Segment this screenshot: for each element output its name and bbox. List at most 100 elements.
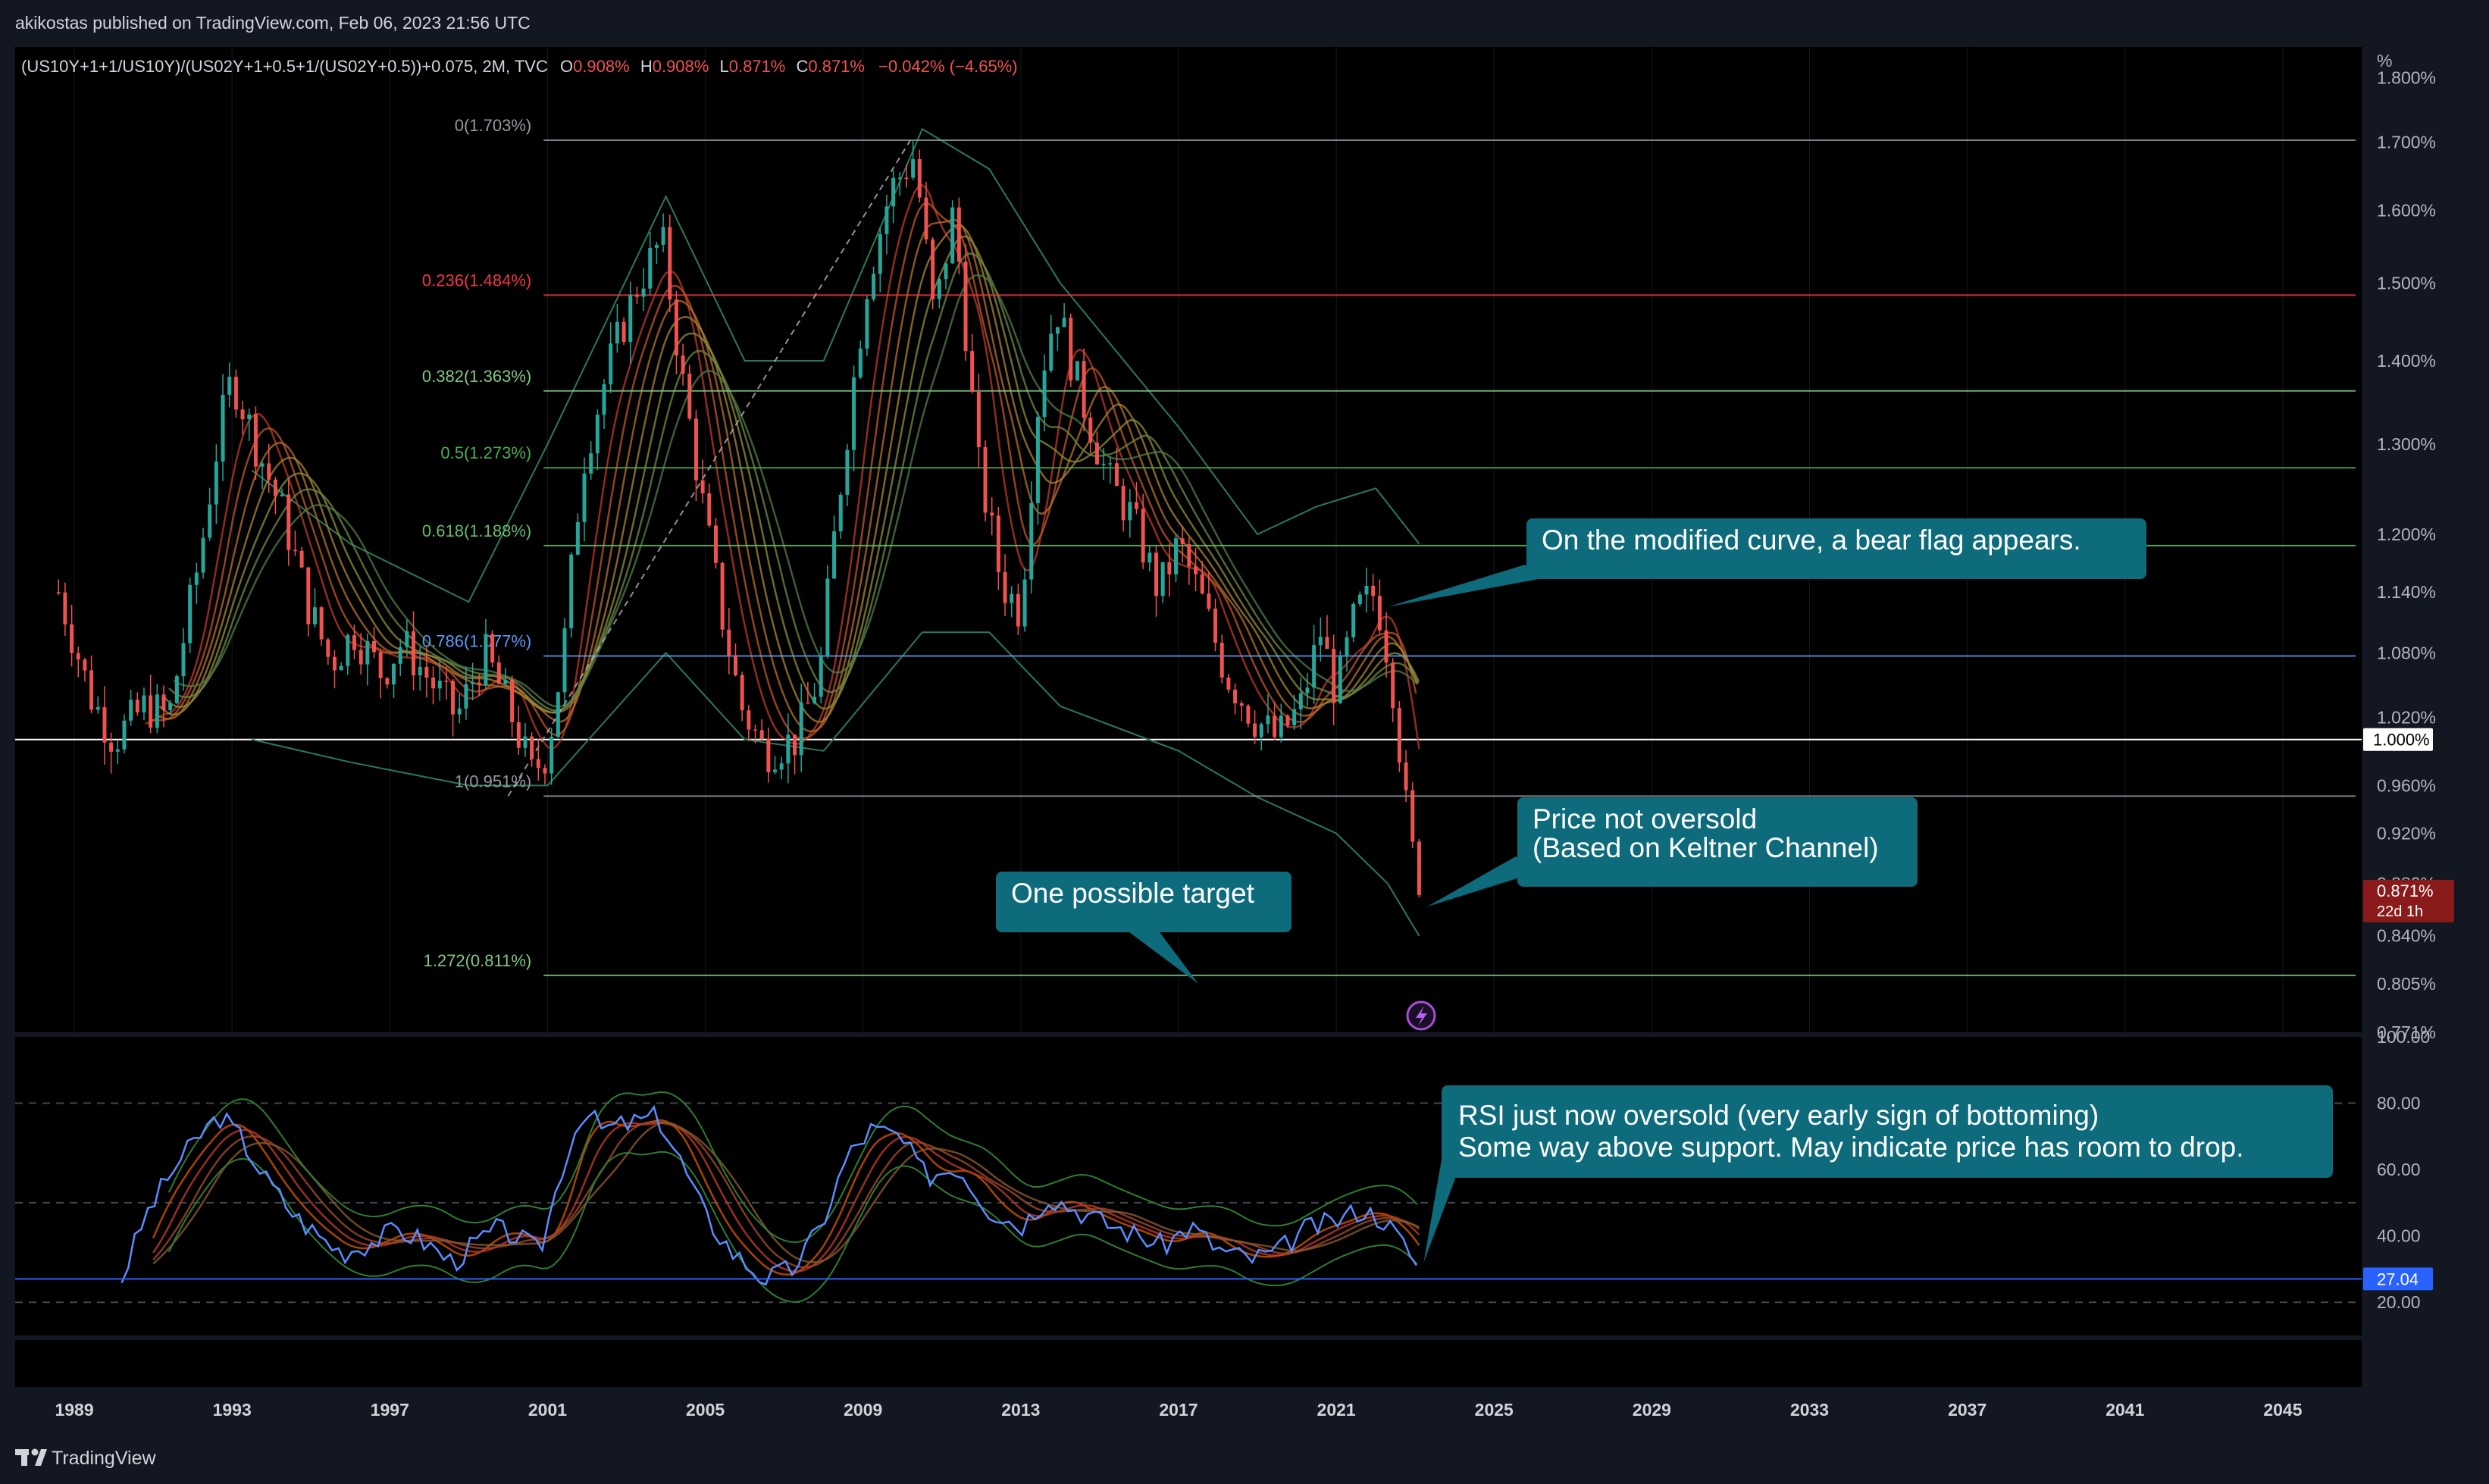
candle-body — [523, 736, 528, 748]
candle-body — [247, 414, 252, 420]
candle-body — [1213, 609, 1218, 643]
rsi-tick-label: 100.00 — [2377, 1027, 2430, 1047]
candle-body — [194, 572, 199, 585]
candle-body — [648, 247, 653, 289]
candle-body — [1022, 579, 1027, 627]
rsi-pane[interactable]: RSI just now oversold (very early sign o… — [15, 1037, 2362, 1335]
candle-body — [392, 663, 396, 685]
rsi-indicator — [15, 1091, 2362, 1304]
candle-body — [227, 377, 232, 395]
rsi-pane-bg — [15, 1037, 2362, 1335]
candle-body — [1384, 630, 1389, 663]
candle-body — [431, 677, 436, 689]
tradingview-logo[interactable]: TradingView — [15, 1448, 157, 1469]
candle-body — [1312, 645, 1317, 688]
callout-text: On the modified curve, a bear flag appea… — [1542, 524, 2081, 556]
candle-body — [365, 640, 370, 665]
candle-body — [332, 656, 337, 671]
candle-body — [1285, 715, 1290, 726]
candle-body — [129, 700, 133, 721]
candle-body — [267, 463, 271, 480]
candle-body — [496, 662, 501, 684]
candle-body — [76, 653, 80, 660]
candle-body — [819, 655, 823, 697]
candle-body — [1233, 689, 1238, 703]
candle-body — [1141, 509, 1145, 563]
price-tick-label: 1.400% — [2377, 351, 2436, 371]
price-tick-label: 0.771% — [2377, 1022, 2436, 1042]
last-price-label-bg — [2363, 879, 2454, 922]
brand-name: TradingView — [52, 1448, 157, 1469]
candle-body — [1318, 637, 1323, 646]
candle-body — [884, 206, 889, 234]
ma-line — [173, 274, 1417, 708]
candle-body — [378, 652, 383, 678]
candle-body — [996, 515, 1000, 572]
candle-body — [1174, 538, 1179, 575]
candle-body — [806, 702, 810, 704]
candle-body — [562, 628, 567, 693]
time-axis[interactable]: 1989 1993 1997 2001 2005 2009 2013 2017 2021 2025… — [55, 1400, 2302, 1420]
candle-body — [312, 607, 317, 625]
candle-body — [135, 700, 139, 712]
candle-body — [280, 494, 284, 496]
candle-body — [168, 703, 173, 710]
candle-body — [188, 584, 193, 643]
candle-body — [1259, 724, 1263, 737]
candle-body — [240, 409, 245, 420]
time-tick-label: 2005 — [686, 1400, 725, 1420]
candle-body — [1273, 715, 1277, 737]
candle-body — [1187, 543, 1191, 567]
candle-body — [674, 299, 678, 356]
candle-body — [793, 734, 797, 756]
candle-body — [273, 479, 277, 496]
candle-body — [398, 647, 402, 664]
candle-body — [1404, 762, 1408, 791]
candle-body — [1239, 703, 1244, 706]
candle-body — [1128, 502, 1132, 521]
time-tick-label: 2001 — [528, 1400, 567, 1420]
callout-box — [1526, 518, 2146, 579]
rsi-tick-label: 40.00 — [2377, 1226, 2421, 1246]
main-pane[interactable]: 0(1.703%) 0.236(1.484%) 0.382(1.363%) 0.5(1… — [15, 47, 2362, 1032]
candle-body — [1357, 594, 1362, 604]
candle-body — [700, 480, 705, 493]
callout-box — [996, 872, 1291, 932]
candle-body — [1160, 562, 1165, 596]
rsi-tick-label: 20.00 — [2377, 1292, 2421, 1312]
lightning-icon — [1416, 1006, 1427, 1026]
candle-body — [944, 263, 948, 280]
candle-body — [589, 453, 593, 474]
price-axis[interactable]: 1.800% 1.700% 1.600% 1.500% 1.400% 1.300% 1.20… — [2363, 51, 2454, 1042]
candle-body — [536, 759, 540, 769]
candle-body — [924, 197, 928, 240]
empty-pane — [15, 1340, 2362, 1387]
price-tick-label: 1.500% — [2377, 273, 2436, 293]
candle-body — [687, 374, 692, 419]
fib-level-label: 0.382(1.363%) — [422, 367, 531, 386]
candle-body — [122, 720, 127, 750]
rsi-support-label: 27.04 — [2377, 1270, 2419, 1288]
candle-body — [838, 494, 843, 532]
candle-body — [385, 678, 390, 685]
candle-body — [299, 550, 304, 568]
callout-box — [1442, 1085, 2333, 1178]
last-price-label: 0.871% — [2377, 881, 2434, 900]
candle-body — [530, 736, 534, 759]
candle-body — [83, 659, 87, 671]
rsi-axis[interactable]: 100.00 80.00 60.00 40.00 20.00 27.04 — [2363, 1027, 2433, 1312]
fib-level-label: 0.5(1.273%) — [440, 443, 531, 462]
candle-body — [1417, 841, 1421, 895]
candle-body — [1345, 637, 1349, 657]
rsi-annotations: RSI just now oversold (very early sign o… — [1423, 1085, 2333, 1263]
candle-body — [1338, 656, 1342, 703]
candle-body — [1364, 585, 1369, 595]
candle-body — [1298, 693, 1303, 709]
candle-body — [569, 554, 574, 628]
candle-body — [102, 707, 107, 743]
candle-body — [70, 624, 74, 653]
candle-body — [641, 288, 646, 297]
event-marker[interactable] — [1406, 1000, 1436, 1031]
candle-body — [733, 656, 737, 675]
candle-body — [865, 299, 869, 349]
